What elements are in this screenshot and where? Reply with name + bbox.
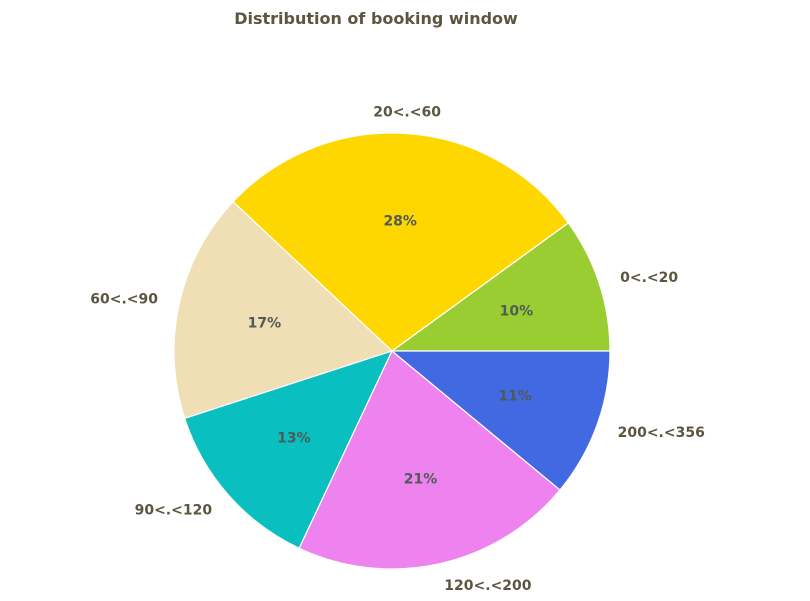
slice-percent-label: 10% <box>500 304 534 320</box>
pie-labels: 0<.<20 10% 20<.<60 28% 60<.<90 17% 90<.<120 13%… <box>90 105 705 594</box>
chart-title: Distribution of booking window <box>234 9 518 28</box>
slice-label: 90<.<120 <box>135 503 213 519</box>
pie-slice <box>390 350 611 491</box>
slice-percent-label: 28% <box>383 214 417 230</box>
pie-slice <box>390 222 611 352</box>
slice-percent-label: 11% <box>498 388 532 404</box>
pie-slice <box>298 350 561 570</box>
slice-label: 120<.<200 <box>444 578 531 594</box>
pie-slice <box>183 350 394 550</box>
pie-slice <box>232 132 570 352</box>
slice-percent-label: 13% <box>277 431 311 447</box>
slice-percent-label: 17% <box>248 316 282 332</box>
slice-percent-label: 21% <box>404 472 438 488</box>
slice-label: 20<.<60 <box>373 105 441 121</box>
pie-slice <box>173 200 394 420</box>
slice-label: 60<.<90 <box>90 292 158 308</box>
pie-slices <box>173 132 611 570</box>
slice-label: 200<.<356 <box>618 425 705 441</box>
slice-label: 0<.<20 <box>620 270 678 286</box>
